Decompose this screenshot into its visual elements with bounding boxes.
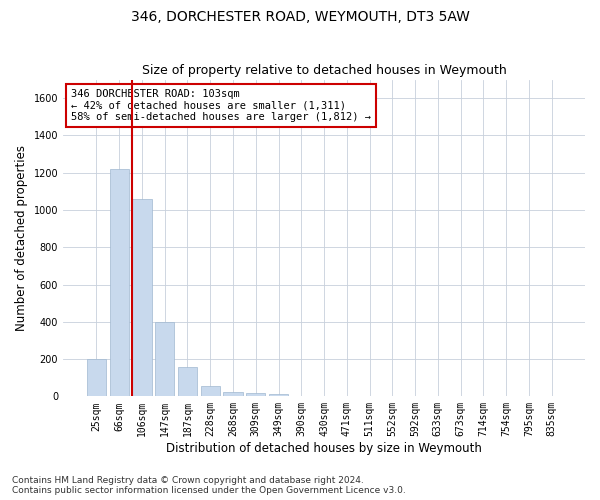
Bar [132, 199, 152, 396]
Text: 346 DORCHESTER ROAD: 103sqm
← 42% of detached houses are smaller (1,311)
58% of : 346 DORCHESTER ROAD: 103sqm ← 42% of det… [71, 89, 371, 122]
Bar [110, 169, 129, 396]
Bar [155, 322, 175, 396]
Bar [200, 386, 220, 396]
Bar [178, 366, 197, 396]
Bar [223, 392, 242, 396]
Bar [87, 359, 106, 397]
Bar [246, 392, 265, 396]
X-axis label: Distribution of detached houses by size in Weymouth: Distribution of detached houses by size … [166, 442, 482, 455]
Text: 346, DORCHESTER ROAD, WEYMOUTH, DT3 5AW: 346, DORCHESTER ROAD, WEYMOUTH, DT3 5AW [131, 10, 469, 24]
Text: Contains HM Land Registry data © Crown copyright and database right 2024.
Contai: Contains HM Land Registry data © Crown c… [12, 476, 406, 495]
Bar [269, 394, 288, 396]
Title: Size of property relative to detached houses in Weymouth: Size of property relative to detached ho… [142, 64, 506, 77]
Y-axis label: Number of detached properties: Number of detached properties [15, 145, 28, 331]
